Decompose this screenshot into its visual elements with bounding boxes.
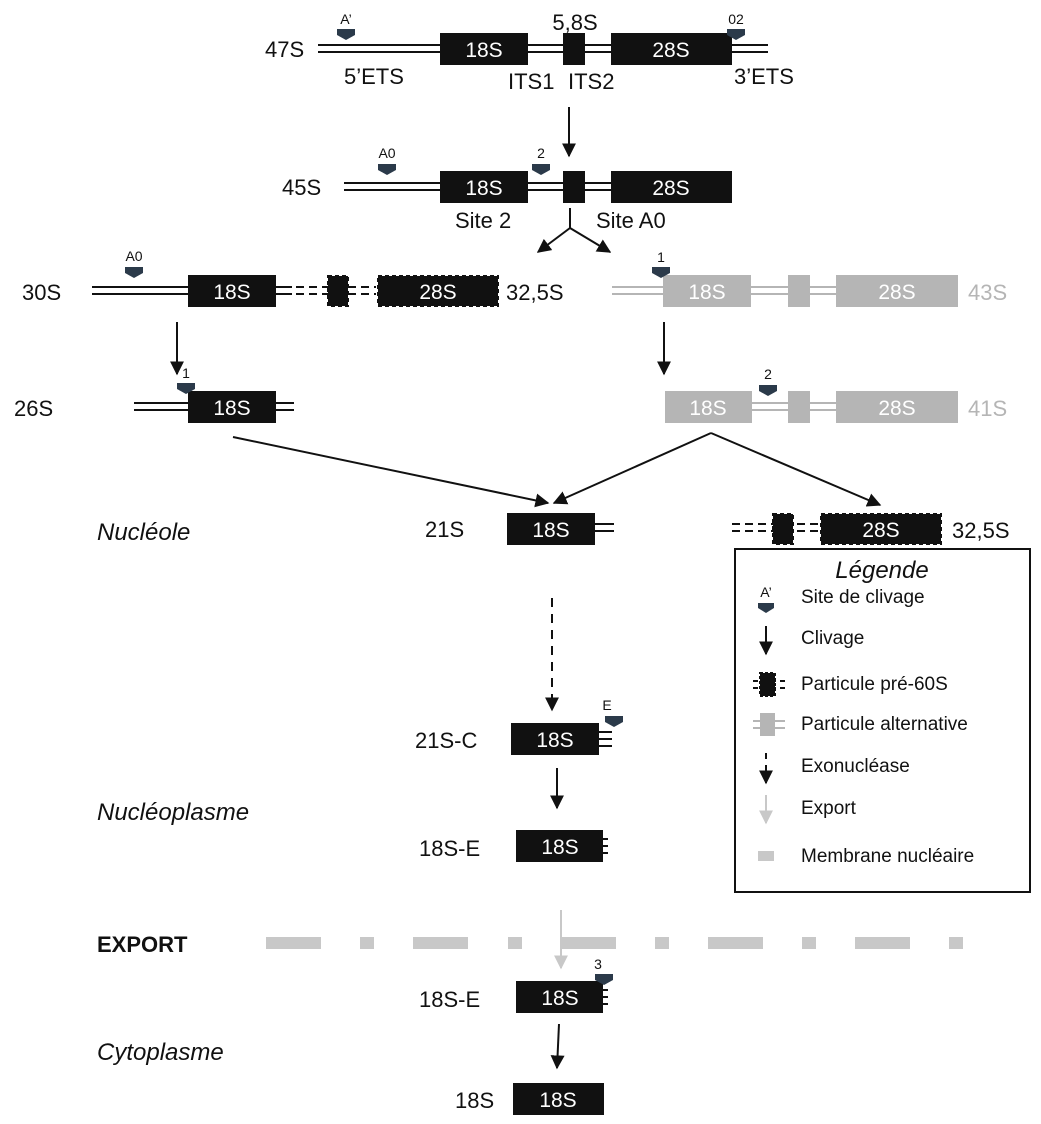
label-45s: 45S [282,175,321,200]
precursor-47s: 47S 18S 5,8S 28S 5’ETS ITS1 ITS2 3’ETS A… [265,10,794,94]
site-label-3: 3 [594,956,602,972]
label-its2: ITS2 [568,69,614,94]
site-label-a0: A0 [125,248,142,264]
cleavage-site-icon [595,974,613,985]
site-label-e: E [602,697,611,713]
split-arrow [536,208,612,253]
box-label-18s: 18S [465,177,502,200]
legend-item-export: Export [801,798,857,819]
box-5-8s [563,33,585,65]
box-label-18s: 18S [539,1089,576,1112]
precursor-45s: 45S 18S 28S A0 2 Site 2 Site A0 [282,145,732,233]
cleavage-site-icon [337,29,355,40]
compartment-nucleole: Nucléole [97,519,190,546]
box-label-18s: 18S [213,281,250,304]
box-label-28s: 28S [878,397,915,420]
label-21s-c: 21S-C [415,728,477,753]
box-label-28s: 28S [862,519,899,542]
box-label-18s: 18S [532,519,569,542]
legend-title: Légende [835,557,928,584]
cleavage-site-icon [125,267,143,278]
cleavage-arrow [550,1023,565,1070]
box-label-18s: 18S [689,397,726,420]
box-label-18s: 18S [688,281,725,304]
precursor-26s: 26S 18S 1 [14,365,294,423]
label-5-8s: 5,8S [552,10,597,35]
box-28s [611,33,732,65]
cleavage-site-icon [652,267,670,278]
box-18s [440,33,528,65]
precursor-30s: 30S 18S A0 [22,248,292,307]
label-its1: ITS1 [508,69,554,94]
site-label-02: 02 [728,11,744,27]
legend-item-alternative: Particule alternative [801,714,968,735]
precursor-18s-e-cytoplasmic: 18S-E 18S 3 [419,956,613,1013]
site-label-2: 2 [764,366,772,382]
label-3ets: 3’ETS [734,64,794,89]
legend: Légende A’ Site de clivage Clivage Parti… [734,548,1031,893]
label-41s: 41S [968,396,1007,421]
box-label-18s: 18S [536,729,573,752]
precursor-21s-c: 21S-C 18S E [415,697,623,755]
converging-arrows [232,432,882,508]
label-18s-e: 18S-E [419,836,480,861]
precursor-21s: 21S 18S [425,513,614,545]
legend-item-exonuclease: Exonucléase [801,756,910,777]
cleavage-site-icon [177,383,195,394]
site-label-2: 2 [537,145,545,161]
box-label-28s: 28S [652,177,689,200]
mature-18s: 18S 18S [455,1083,604,1115]
alternative-particle-icon [753,713,785,736]
cleavage-site-icon [532,164,550,175]
site-label-1: 1 [657,249,665,265]
label-21s: 21S [425,517,464,542]
cleavage-site-icon [758,603,774,613]
legend-item-cleavage: Clivage [801,628,864,649]
box-label-18s: 18S [541,987,578,1010]
precursor-18s-e-nuclear: 18S-E 18S [419,830,608,862]
nuclear-membrane [266,937,963,949]
compartment-nucleoplasme: Nucléoplasme [97,799,249,826]
cleavage-site-icon [727,29,745,40]
legend-marker-label: A’ [760,584,771,600]
label-43s: 43S [968,280,1007,305]
compartment-cytoplasme: Cytoplasme [97,1039,224,1066]
label-site-a0: Site A0 [596,208,666,233]
legend-item-membrane: Membrane nucléaire [801,846,974,867]
site-label-a0: A0 [378,145,395,161]
site-label-1: 1 [182,365,190,381]
box-label-28s: 28S [652,39,689,62]
box-label-18s: 18S [465,39,502,62]
label-18s: 18S [455,1088,494,1113]
cleavage-site-icon [605,716,623,727]
label-18s-e: 18S-E [419,987,480,1012]
compartment-export: EXPORT [97,932,188,957]
legend-item-cleavage-site: Site de clivage [801,587,925,608]
label-47s: 47S [265,37,304,62]
alternative-particle-41s: 18S 28S 41S 2 [665,366,1007,423]
box-label-28s: 28S [878,281,915,304]
nuclear-membrane-icon [758,851,774,861]
pre-60s-particle: 28S 32,5S [296,275,564,307]
box-label-18s: 18S [541,836,578,859]
label-32-5s: 32,5S [952,518,1010,543]
alternative-particle-43s: 18S 28S 43S 1 [612,249,1007,307]
label-30s: 30S [22,280,61,305]
label-site-2: Site 2 [455,208,511,233]
pre-60s-particle: 28S 32,5S [732,513,1010,545]
legend-item-pre-60s: Particule pré-60S [801,674,948,695]
label-5ets: 5’ETS [344,64,404,89]
label-32-5s: 32,5S [506,280,564,305]
box-label-28s: 28S [419,281,456,304]
cleavage-site-icon [759,385,777,396]
box-label-18s: 18S [213,397,250,420]
pre-60s-particle-icon [753,672,785,697]
cleavage-site-icon [378,164,396,175]
site-label-a-prime: A’ [340,11,351,27]
label-26s: 26S [14,396,53,421]
